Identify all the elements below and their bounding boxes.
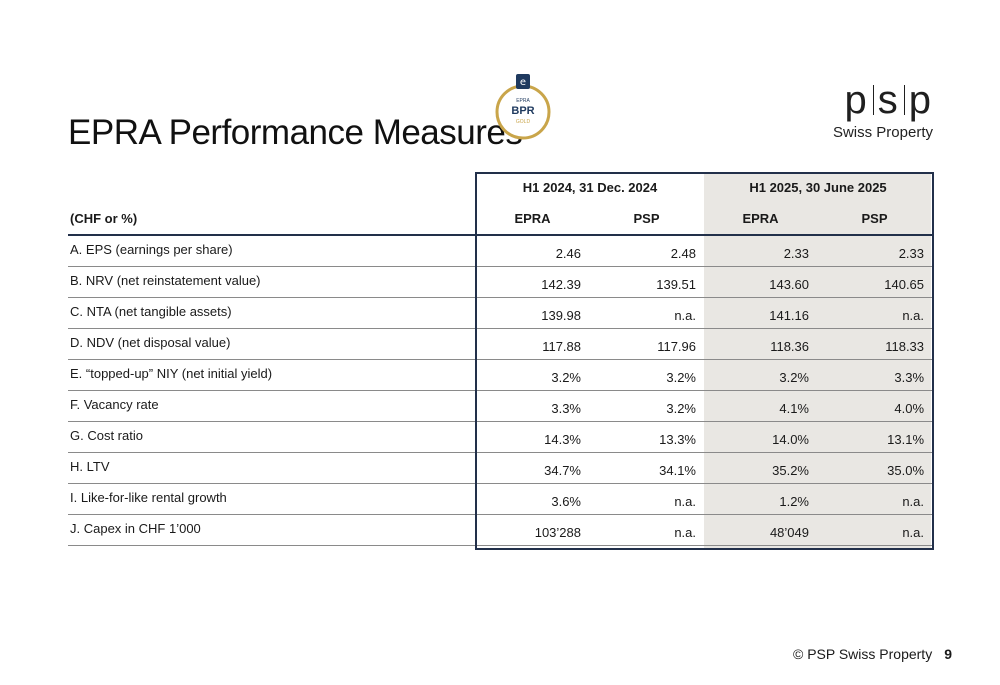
column-header: PSP xyxy=(589,202,704,236)
table-cell: 3.2% xyxy=(589,359,704,391)
table-cell: 139.51 xyxy=(589,266,704,298)
table-row: H. LTV 34.7% 34.1% 35.2% 35.0% xyxy=(68,452,933,484)
row-label: I. Like-for-like rental growth xyxy=(68,483,476,515)
table-row: C. NTA (net tangible assets) 139.98 n.a. 14… xyxy=(68,297,933,329)
epra-bpr-gold-badge: e EPRA BPR GOLD xyxy=(495,74,551,140)
table-cell: 48’049 xyxy=(704,514,817,546)
table-cell: 2.46 xyxy=(476,235,589,267)
row-label: H. LTV xyxy=(68,452,476,484)
psp-logo-subtitle: Swiss Property xyxy=(832,124,933,141)
table-cell: 117.96 xyxy=(589,328,704,360)
table-cell: n.a. xyxy=(589,483,704,515)
table-cell: n.a. xyxy=(817,514,933,546)
table-cell: 34.7% xyxy=(476,452,589,484)
table-cell: 3.6% xyxy=(476,483,589,515)
table-cell: 143.60 xyxy=(704,266,817,298)
table-cell: 103’288 xyxy=(476,514,589,546)
table-cell: 14.0% xyxy=(704,421,817,453)
table-row: E. “topped-up” NIY (net initial yield) 3.… xyxy=(68,359,933,391)
table-cell: 118.36 xyxy=(704,328,817,360)
table-cell: 141.16 xyxy=(704,297,817,329)
page-title: EPRA Performance Measures xyxy=(68,113,523,153)
row-label: C. NTA (net tangible assets) xyxy=(68,297,476,329)
table-cell: 13.1% xyxy=(817,421,933,453)
group-header-h1-2025: H1 2025, 30 June 2025 xyxy=(749,179,887,195)
table-cell: 139.98 xyxy=(476,297,589,329)
row-label: G. Cost ratio xyxy=(68,421,476,453)
table-cell: 142.39 xyxy=(476,266,589,298)
table-cell: 4.0% xyxy=(817,390,933,422)
page-number: 9 xyxy=(944,646,952,662)
unit-label: (CHF or %) xyxy=(68,202,476,236)
table-cell: 3.3% xyxy=(476,390,589,422)
table-row: J. Capex in CHF 1’000 103’288 n.a. 48’049 n.… xyxy=(68,514,933,546)
table-cell: n.a. xyxy=(589,297,704,329)
table-cell: 14.3% xyxy=(476,421,589,453)
table-row: I. Like-for-like rental growth 3.6% n.a. 1.… xyxy=(68,483,933,515)
table-row: F. Vacancy rate 3.3% 3.2% 4.1% 4.0% xyxy=(68,390,933,422)
table-cell: 3.2% xyxy=(704,359,817,391)
badge-main-text: BPR xyxy=(511,105,534,117)
table-cell: 1.2% xyxy=(704,483,817,515)
row-label: J. Capex in CHF 1’000 xyxy=(68,514,476,546)
badge-emblem-icon: e xyxy=(520,77,526,88)
table-row: B. NRV (net reinstatement value) 142.39 13… xyxy=(68,266,933,298)
table-row: G. Cost ratio 14.3% 13.3% 14.0% 13.1% xyxy=(68,421,933,453)
table-cell: 35.0% xyxy=(817,452,933,484)
table-cell: n.a. xyxy=(817,297,933,329)
table-cell: 2.48 xyxy=(589,235,704,267)
table-cell: 13.3% xyxy=(589,421,704,453)
table-cell: 118.33 xyxy=(817,328,933,360)
epra-table-container: H1 2024, 31 Dec. 2024 H1 2025, 30 June 2… xyxy=(68,172,934,550)
badge-bottom-text: GOLD xyxy=(516,119,531,125)
footer: © PSP Swiss Property 9 xyxy=(793,646,952,662)
table-cell: 2.33 xyxy=(817,235,933,267)
table-cell: 4.1% xyxy=(704,390,817,422)
epra-measures-table: H1 2024, 31 Dec. 2024 H1 2025, 30 June 2… xyxy=(68,172,933,546)
column-header: PSP xyxy=(817,202,933,236)
table-cell: 34.1% xyxy=(589,452,704,484)
table-cell: n.a. xyxy=(589,514,704,546)
footer-copyright: © PSP Swiss Property xyxy=(792,646,933,662)
table-cell: 117.88 xyxy=(476,328,589,360)
table-row: D. NDV (net disposal value) 117.88 117.96 1… xyxy=(68,328,933,360)
table-cell: 3.2% xyxy=(589,390,704,422)
row-label: E. “topped-up” NIY (net initial yield) xyxy=(68,359,476,391)
table-cell: 3.2% xyxy=(476,359,589,391)
table-cell: 2.33 xyxy=(704,235,817,267)
row-label: A. EPS (earnings per share) xyxy=(68,235,476,267)
badge-top-text: EPRA xyxy=(516,98,530,104)
table-cell: 3.3% xyxy=(817,359,933,391)
row-label: F. Vacancy rate xyxy=(68,390,476,422)
group-header-h1-2024: H1 2024, 31 Dec. 2024 xyxy=(522,179,658,195)
table-cell: n.a. xyxy=(817,483,933,515)
row-label: D. NDV (net disposal value) xyxy=(68,328,476,360)
column-header: EPRA xyxy=(704,202,817,236)
row-label: B. NRV (net reinstatement value) xyxy=(68,266,476,298)
table-cell: 140.65 xyxy=(817,266,933,298)
table-cell: 35.2% xyxy=(704,452,817,484)
column-header: EPRA xyxy=(476,202,589,236)
table-row: A. EPS (earnings per share) 2.46 2.48 2.33 2… xyxy=(68,235,933,267)
